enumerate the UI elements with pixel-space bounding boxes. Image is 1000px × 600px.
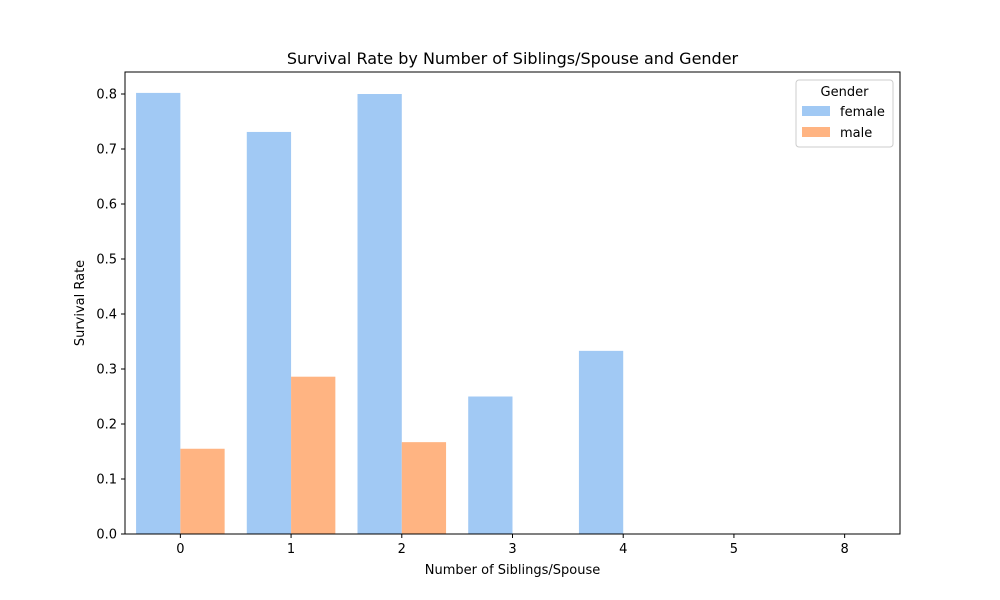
y-tick-label: 0.2 xyxy=(96,418,117,433)
x-tick-label: 8 xyxy=(841,542,849,557)
chart-title: Survival Rate by Number of Siblings/Spou… xyxy=(287,49,739,68)
y-tick-label: 0.7 xyxy=(96,143,117,158)
legend-label-female: female xyxy=(840,105,885,120)
y-axis-label: Survival Rate xyxy=(73,260,88,346)
x-tick-label: 5 xyxy=(730,542,738,557)
y-tick-label: 0.5 xyxy=(96,253,117,268)
y-tick-label: 0.3 xyxy=(96,363,117,378)
x-axis-label: Number of Siblings/Spouse xyxy=(425,563,600,578)
legend-title: Gender xyxy=(821,85,870,100)
bar-female-4 xyxy=(578,350,624,534)
bars-group xyxy=(136,92,624,535)
x-tick-label: 4 xyxy=(619,542,627,557)
y-tick-label: 0.4 xyxy=(96,308,117,323)
y-tick-label: 0.1 xyxy=(96,473,117,488)
y-tick-label: 0.0 xyxy=(96,528,117,543)
bar-female-2 xyxy=(357,94,402,534)
y-axis: 0.0 0.1 0.2 0.3 0.4 0.5 0.6 0.7 0.8 xyxy=(96,88,125,543)
x-tick-label: 0 xyxy=(176,542,184,557)
bar-female-3 xyxy=(468,396,513,534)
x-tick-label: 3 xyxy=(508,542,516,557)
x-tick-label: 2 xyxy=(398,542,406,557)
legend-label-male: male xyxy=(840,126,872,141)
y-tick-label: 0.6 xyxy=(96,198,117,213)
bar-male-0 xyxy=(180,448,225,534)
x-tick-label: 1 xyxy=(287,542,295,557)
legend-swatch-male xyxy=(802,127,830,137)
bar-male-1 xyxy=(291,376,336,534)
y-tick-label: 0.8 xyxy=(96,88,117,103)
bar-female-1 xyxy=(246,131,292,534)
x-axis: 0 1 2 3 4 5 8 xyxy=(176,534,849,557)
plot-frame xyxy=(124,71,901,535)
bar-male-2 xyxy=(401,442,447,534)
legend-swatch-female xyxy=(802,106,830,116)
bar-female-0 xyxy=(136,92,181,535)
legend: Gender female male xyxy=(795,79,894,148)
